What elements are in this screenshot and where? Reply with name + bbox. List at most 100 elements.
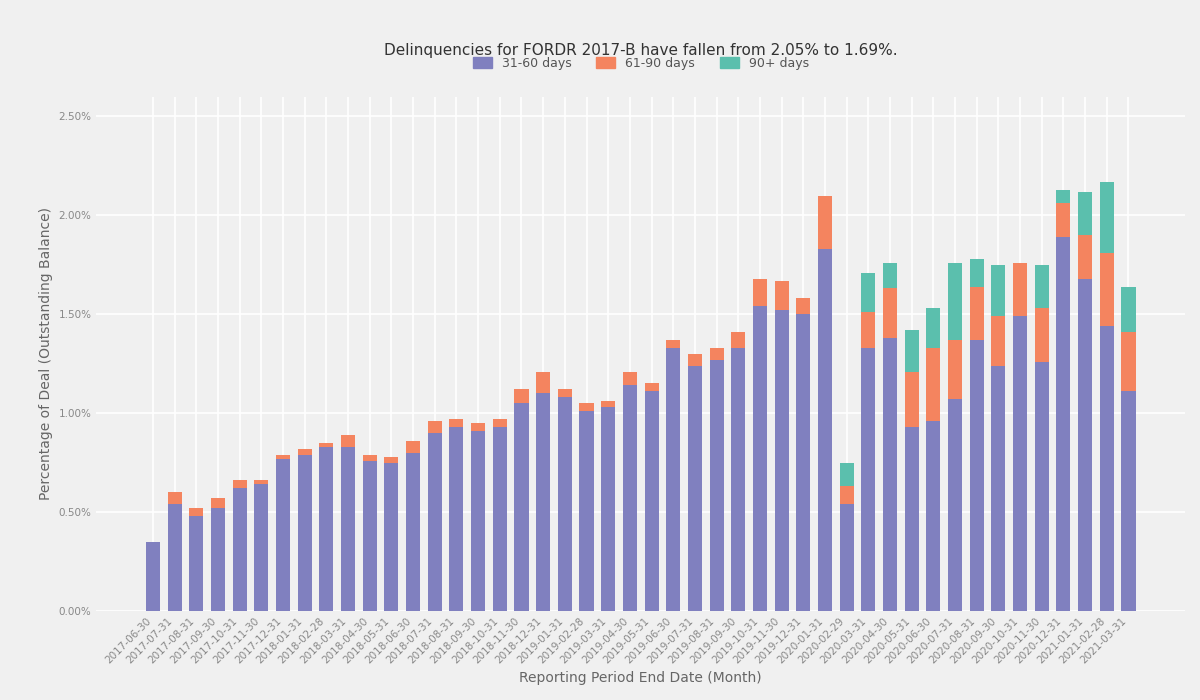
Bar [558,397,572,611]
Bar [146,542,160,611]
Bar [926,308,941,348]
Bar [1122,391,1135,611]
Bar [948,399,962,611]
Bar [905,330,919,372]
Bar [319,447,334,611]
Bar [905,372,919,427]
Bar [190,508,203,516]
Bar [752,279,767,307]
Bar [774,281,788,310]
Bar [644,384,659,391]
Bar [362,461,377,611]
Bar [752,307,767,611]
Bar [731,348,745,611]
Bar [341,447,355,611]
Bar [797,314,810,611]
X-axis label: Reporting Period End Date (Month): Reporting Period End Date (Month) [520,671,762,685]
Bar [1099,253,1114,326]
Bar [1122,332,1135,391]
Bar [926,348,941,421]
Bar [427,421,442,433]
Bar [905,427,919,611]
Bar [168,504,181,611]
Bar [970,259,984,286]
Bar [731,332,745,348]
Bar [515,389,528,403]
Bar [1034,362,1049,611]
Bar [1013,262,1027,316]
Bar [797,298,810,314]
Bar [1099,182,1114,253]
Bar [926,421,941,611]
Y-axis label: Percentage of Deal (Outstanding Balance): Percentage of Deal (Outstanding Balance) [40,207,53,500]
Bar [427,433,442,611]
Bar [840,463,853,486]
Bar [1013,316,1027,611]
Title: Delinquencies for FORDR 2017-B have fallen from 2.05% to 1.69%.: Delinquencies for FORDR 2017-B have fall… [384,43,898,58]
Bar [1122,286,1135,332]
Bar [666,348,680,611]
Bar [449,419,463,427]
Bar [666,340,680,348]
Bar [493,427,506,611]
Bar [840,486,853,504]
Bar [233,488,247,611]
Bar [319,442,334,447]
Bar [384,456,398,463]
Bar [168,492,181,504]
Bar [254,480,269,484]
Bar [883,338,898,611]
Bar [580,403,594,411]
Bar [601,401,616,407]
Bar [406,441,420,453]
Bar [1034,265,1049,308]
Bar [709,360,724,611]
Bar [709,348,724,360]
Bar [1056,190,1070,204]
Bar [1078,279,1092,611]
Bar [970,286,984,340]
Bar [862,312,875,348]
Bar [948,262,962,340]
Bar [515,403,528,611]
Bar [211,508,226,611]
Bar [774,310,788,611]
Bar [276,454,290,458]
Bar [818,195,832,249]
Bar [233,480,247,488]
Bar [1034,308,1049,362]
Bar [1078,192,1092,235]
Bar [601,407,616,611]
Bar [472,431,485,611]
Bar [862,348,875,611]
Bar [991,265,1006,316]
Bar [1056,237,1070,611]
Bar [991,365,1006,611]
Bar [536,393,551,611]
Bar [580,411,594,611]
Bar [298,449,312,454]
Bar [536,372,551,393]
Bar [406,453,420,611]
Bar [254,484,269,611]
Bar [384,463,398,611]
Bar [818,249,832,611]
Bar [862,273,875,312]
Bar [644,391,659,611]
Bar [211,498,226,508]
Bar [558,389,572,397]
Legend: 31-60 days, 61-90 days, 90+ days: 31-60 days, 61-90 days, 90+ days [468,52,814,74]
Bar [840,504,853,611]
Bar [472,423,485,431]
Bar [1078,235,1092,279]
Bar [883,288,898,338]
Bar [970,340,984,611]
Bar [298,454,312,611]
Bar [1056,204,1070,237]
Bar [883,262,898,288]
Bar [948,340,962,399]
Bar [276,458,290,611]
Bar [991,316,1006,365]
Bar [688,365,702,611]
Bar [623,372,637,386]
